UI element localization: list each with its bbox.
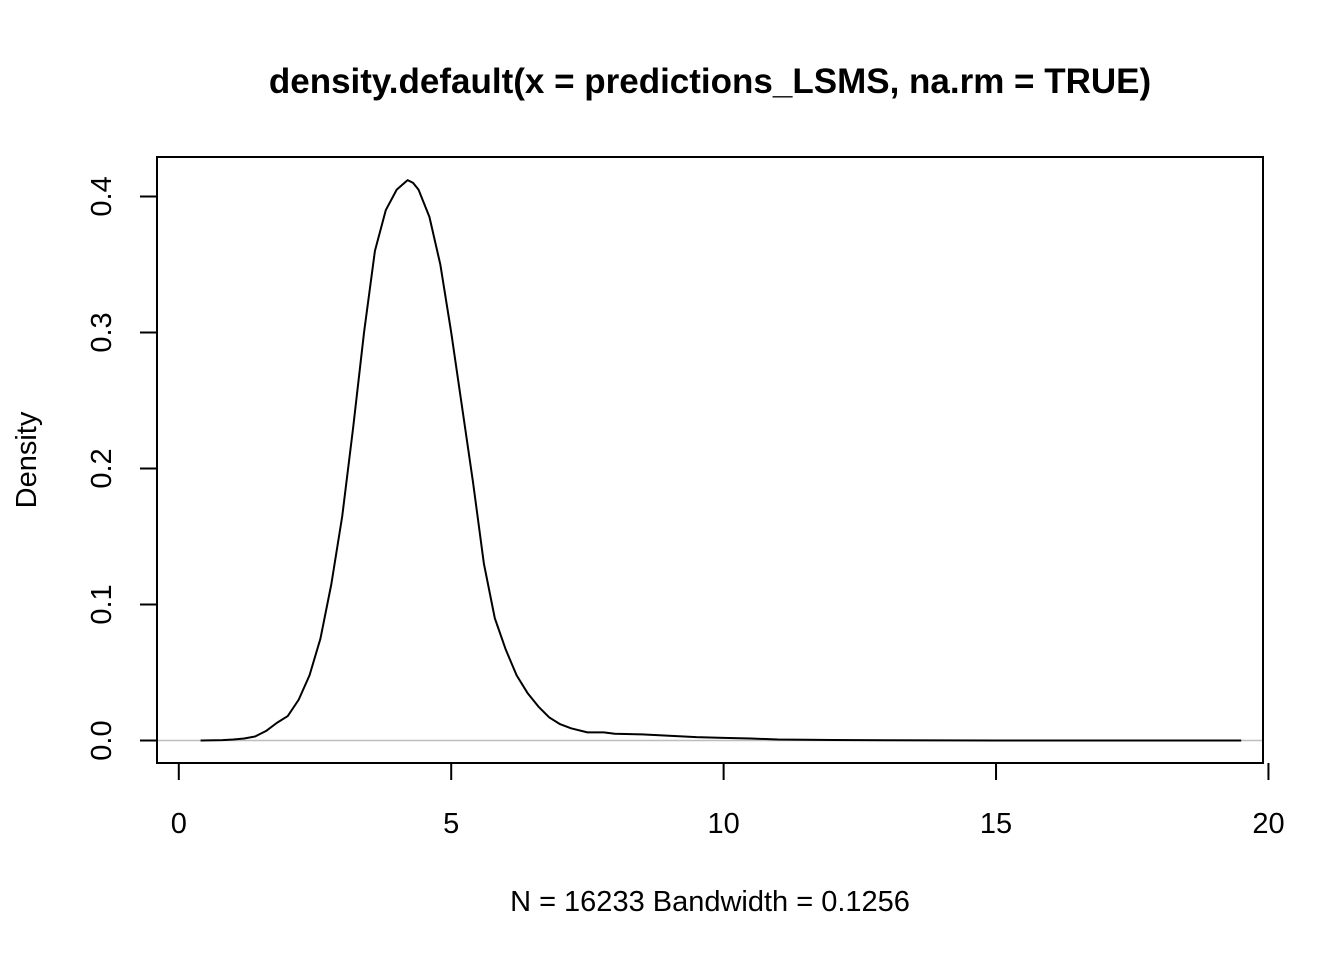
y-tick-label: 0.1 bbox=[86, 584, 118, 624]
plot-frame bbox=[156, 156, 1264, 764]
y-tick-label: 0.3 bbox=[86, 312, 118, 352]
x-axis: 0 5 10 15 20 bbox=[171, 763, 1285, 840]
y-tick-label: 0.4 bbox=[86, 176, 118, 216]
x-tick-label: 0 bbox=[171, 808, 187, 840]
density-curve-line bbox=[200, 179, 1242, 742]
x-tick-label: 15 bbox=[980, 808, 1012, 840]
y-axis-label: Density bbox=[11, 411, 43, 508]
chart-title: density.default(x = predictions_LSMS, na… bbox=[269, 62, 1151, 101]
x-axis-label: N = 16233 Bandwidth = 0.1256 bbox=[510, 886, 910, 918]
y-tick-label: 0.0 bbox=[86, 720, 118, 760]
x-tick-label: 10 bbox=[707, 808, 739, 840]
y-tick-label: 0.2 bbox=[86, 448, 118, 488]
x-tick-label: 20 bbox=[1252, 808, 1284, 840]
y-axis: 0.0 0.1 0.2 0.3 0.4 bbox=[86, 176, 157, 761]
x-tick-label: 5 bbox=[443, 808, 459, 840]
